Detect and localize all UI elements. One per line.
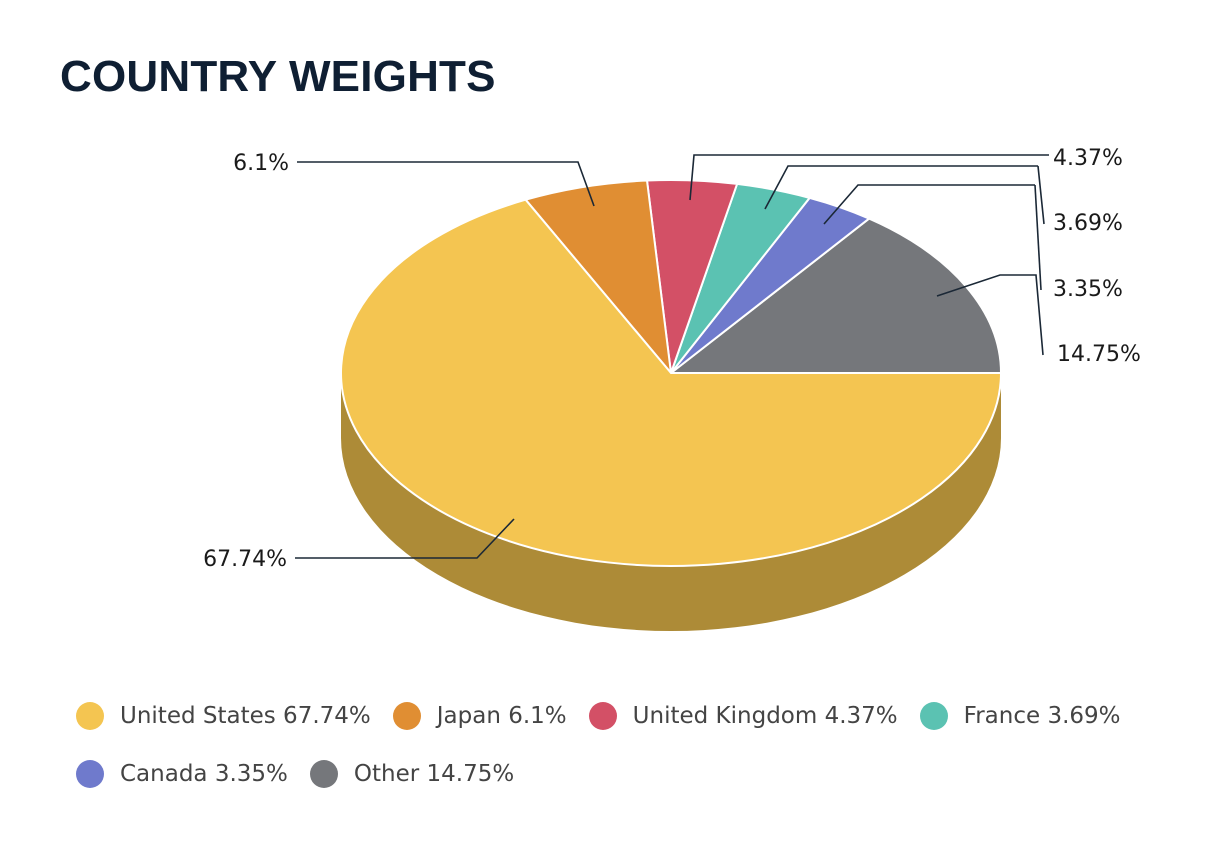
legend-label: Canada 3.35% (120, 761, 288, 787)
data-label-uk: 4.37% (1053, 146, 1123, 171)
leader-lines (295, 154, 1049, 559)
data-label-us: 67.74% (203, 547, 287, 572)
legend-dot-icon (919, 702, 948, 730)
chart-legend: United States 67.74% Japan 6.1% United K… (76, 700, 1196, 790)
leader-line-france-end (1037, 165, 1045, 225)
legend-dot-icon (392, 702, 421, 730)
legend-item-other[interactable]: Other 14.75% (309, 758, 515, 790)
leader-line-canada (823, 184, 1035, 225)
data-label-japan: 6.1% (233, 151, 289, 176)
legend-dot-icon (588, 702, 617, 730)
data-label-other: 14.75% (1057, 342, 1141, 367)
legend-item-france[interactable]: France 3.69% (919, 700, 1121, 732)
leader-line-us (295, 518, 515, 559)
legend-item-canada[interactable]: Canada 3.35% (76, 758, 288, 790)
leader-line-canada-end (1034, 184, 1042, 291)
legend-item-united-states[interactable]: United States 67.74% (76, 700, 371, 732)
legend-label: Other 14.75% (353, 761, 515, 787)
legend-item-united-kingdom[interactable]: United Kingdom 4.37% (588, 700, 898, 732)
leader-line-france (764, 165, 1038, 210)
data-label-canada: 3.35% (1053, 277, 1123, 302)
leader-line-japan (297, 161, 595, 207)
data-label-france: 3.69% (1053, 211, 1123, 236)
legend-item-japan[interactable]: Japan 6.1% (392, 700, 567, 732)
legend-label: France 3.69% (963, 703, 1121, 729)
legend-dot-icon (76, 760, 104, 788)
pie-side-wall (341, 373, 1001, 631)
leader-line-uk (689, 154, 1049, 201)
legend-label: Japan 6.1% (436, 703, 567, 729)
legend-label: United Kingdom 4.37% (632, 703, 898, 729)
legend-label: United States 67.74% (120, 703, 371, 729)
legend-dot-icon (76, 702, 104, 730)
legend-dot-icon (309, 760, 338, 788)
slice-japan[interactable] (523, 179, 673, 377)
leader-line-other (936, 274, 1044, 356)
chart-title: COUNTRY WEIGHTS (60, 52, 496, 101)
